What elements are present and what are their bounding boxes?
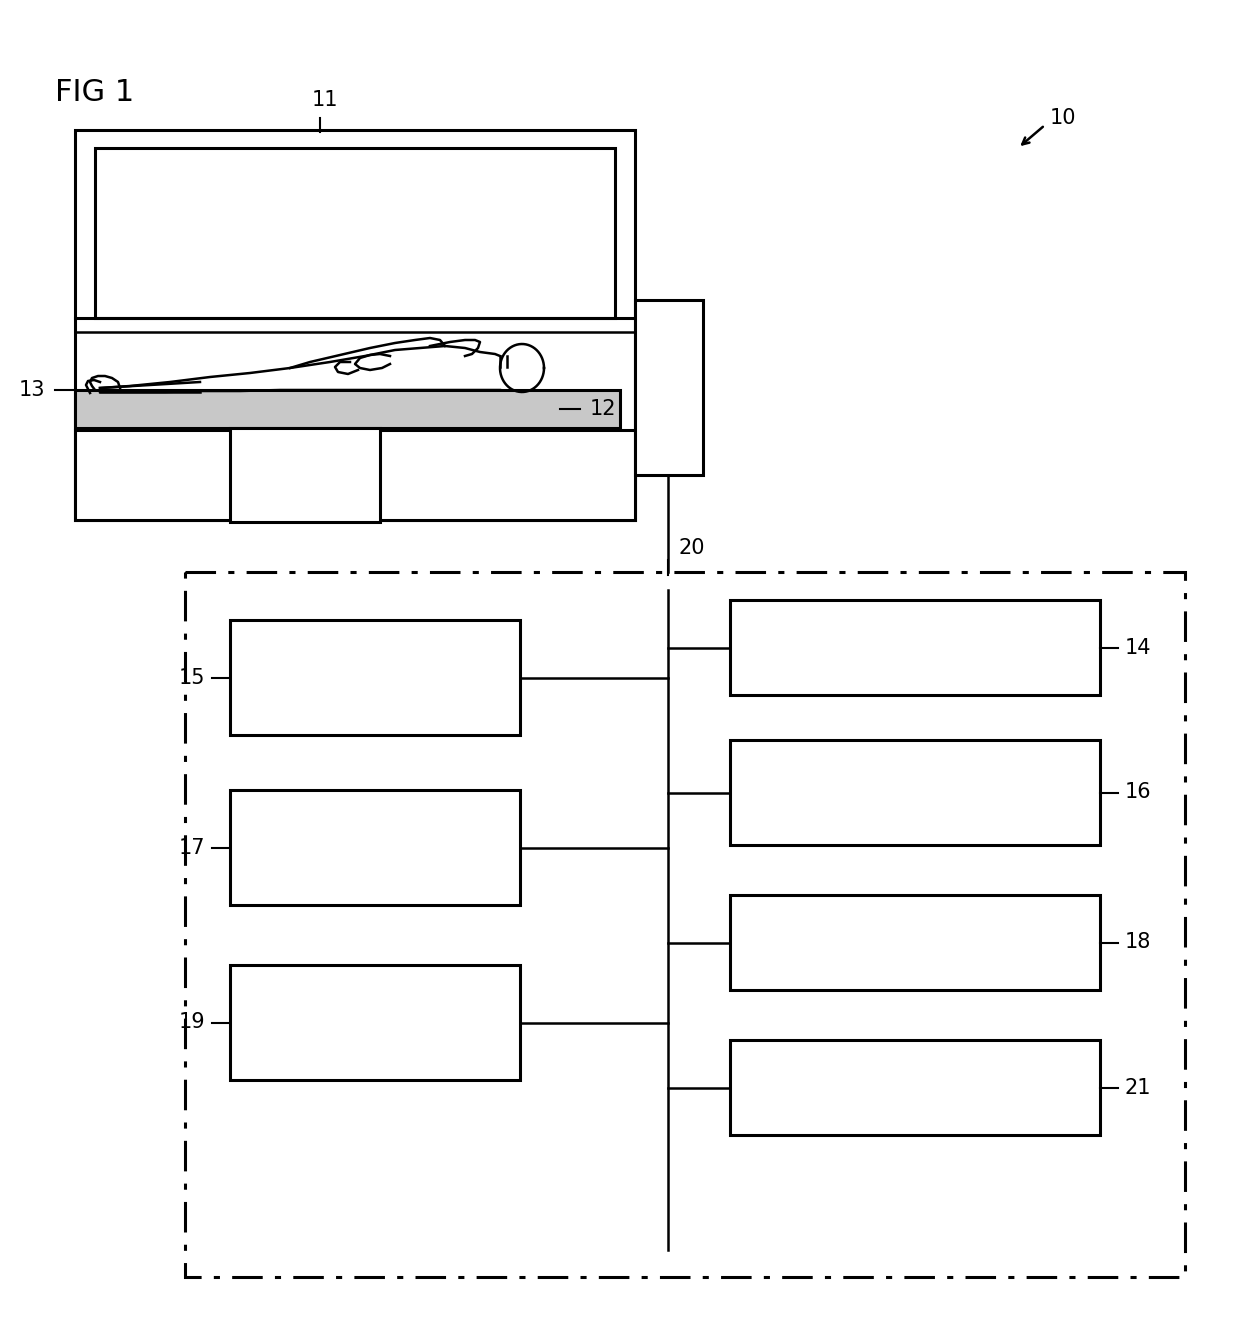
Bar xyxy=(730,740,1100,845)
Bar xyxy=(730,895,1100,991)
Text: 19: 19 xyxy=(179,1013,205,1033)
Text: 12: 12 xyxy=(590,399,616,419)
Text: 21: 21 xyxy=(1125,1078,1152,1098)
Text: 10: 10 xyxy=(1050,107,1076,129)
Bar xyxy=(74,430,635,520)
Text: 18: 18 xyxy=(1125,932,1152,952)
Text: 16: 16 xyxy=(1125,782,1152,802)
Bar xyxy=(185,572,1185,1277)
Text: FIG 1: FIG 1 xyxy=(55,78,134,107)
Bar xyxy=(95,149,615,318)
Text: 17: 17 xyxy=(179,838,205,858)
Bar xyxy=(229,428,379,522)
Bar xyxy=(730,599,1100,695)
Text: 11: 11 xyxy=(311,90,339,110)
Text: 20: 20 xyxy=(678,538,704,558)
Bar xyxy=(229,621,520,735)
Bar xyxy=(74,130,635,520)
Bar xyxy=(74,390,620,428)
Bar xyxy=(229,965,520,1079)
Text: 13: 13 xyxy=(19,381,45,400)
Text: 15: 15 xyxy=(179,667,205,687)
Bar xyxy=(229,790,520,906)
Bar xyxy=(635,300,703,475)
Text: 14: 14 xyxy=(1125,638,1152,658)
Bar xyxy=(730,1040,1100,1135)
